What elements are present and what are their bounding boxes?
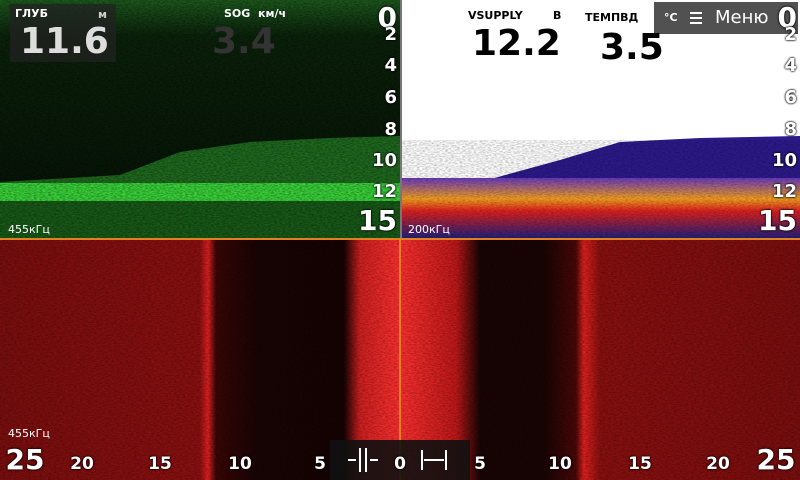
vsupply-value: 12.2 — [472, 23, 561, 64]
sog-unit: км/ч — [258, 7, 287, 20]
depth-label: ГЛУБ — [15, 7, 49, 20]
depth-value: 11.6 — [20, 21, 109, 62]
frequency: 455кГц — [8, 427, 50, 440]
scale-label: 5 — [474, 454, 486, 474]
scale-label: 12 — [371, 181, 397, 202]
sog-value: 3.4 — [212, 21, 276, 62]
scale-label: 0 — [394, 454, 406, 474]
scale-label: 2 — [384, 24, 397, 45]
scale-label: 4 — [384, 55, 397, 76]
scale-label: 25 — [756, 443, 796, 476]
scale-label: 6 — [784, 87, 797, 108]
scale-label: 10 — [771, 150, 797, 171]
scale-label: 15 — [628, 454, 652, 474]
scale-label: 20 — [706, 454, 730, 474]
scale-label: 0 — [777, 1, 797, 34]
scale-label: 6 — [384, 87, 397, 108]
sog-label: SOG — [224, 7, 251, 20]
scale-label: 10 — [371, 150, 397, 171]
temp-value: 3.5 — [600, 27, 664, 68]
depth-unit: м — [98, 8, 107, 21]
temp-unit: °C — [664, 11, 678, 24]
scale-label: 10 — [228, 454, 252, 474]
scale-label: 0 — [377, 1, 397, 34]
scale-label: 4 — [784, 55, 797, 76]
frequency: 455кГц — [8, 223, 50, 236]
scale-label: 15 — [358, 204, 397, 237]
menu-label[interactable]: Меню — [715, 7, 769, 28]
vsupply-unit: В — [553, 9, 562, 22]
scale-label: 15 — [148, 454, 172, 474]
scale-label: 12 — [771, 181, 797, 202]
scale-label: 20 — [70, 454, 94, 474]
scale-label: 15 — [758, 204, 797, 237]
scale-label: 2 — [784, 24, 797, 45]
scale-label: 25 — [5, 443, 45, 476]
scale-label: 5 — [314, 454, 326, 474]
scale-label: 8 — [784, 119, 797, 140]
scale-label: 8 — [384, 119, 397, 140]
temp-label: ТЕМПВД — [585, 11, 639, 24]
menu-button[interactable] — [654, 2, 798, 34]
vsupply-label: VSUPPLY — [468, 9, 523, 22]
scale-label: 10 — [548, 454, 572, 474]
frequency: 200кГц — [408, 223, 450, 236]
